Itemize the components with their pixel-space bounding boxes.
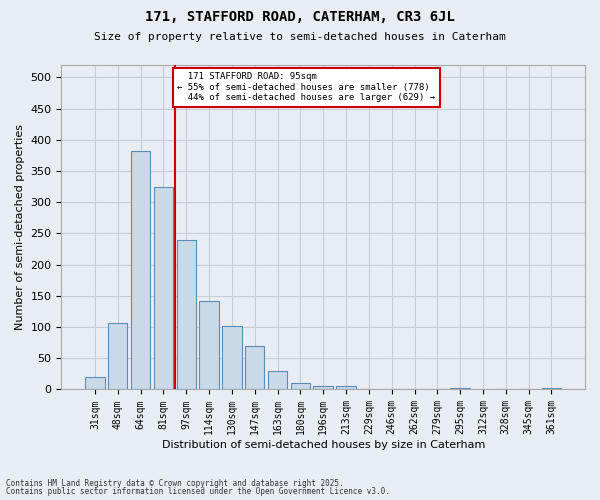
Text: Contains HM Land Registry data © Crown copyright and database right 2025.: Contains HM Land Registry data © Crown c… [6, 478, 344, 488]
Bar [154, 186, 173, 390]
Bar [131, 151, 150, 390]
Bar [85, 377, 104, 390]
Bar [542, 388, 561, 390]
Y-axis label: Number of semi-detached properties: Number of semi-detached properties [15, 124, 25, 330]
Text: Size of property relative to semi-detached houses in Caterham: Size of property relative to semi-detach… [94, 32, 506, 42]
Bar [199, 302, 219, 390]
Bar [290, 383, 310, 390]
Bar [108, 322, 127, 390]
Bar [337, 386, 356, 390]
Bar [245, 346, 265, 390]
Text: Contains public sector information licensed under the Open Government Licence v3: Contains public sector information licen… [6, 487, 390, 496]
Bar [268, 371, 287, 390]
Bar [176, 240, 196, 390]
Bar [222, 326, 242, 390]
Bar [451, 388, 470, 390]
Text: 171, STAFFORD ROAD, CATERHAM, CR3 6JL: 171, STAFFORD ROAD, CATERHAM, CR3 6JL [145, 10, 455, 24]
Bar [313, 386, 333, 390]
Text: 171 STAFFORD ROAD: 95sqm
← 55% of semi-detached houses are smaller (778)
  44% o: 171 STAFFORD ROAD: 95sqm ← 55% of semi-d… [177, 72, 435, 102]
X-axis label: Distribution of semi-detached houses by size in Caterham: Distribution of semi-detached houses by … [161, 440, 485, 450]
